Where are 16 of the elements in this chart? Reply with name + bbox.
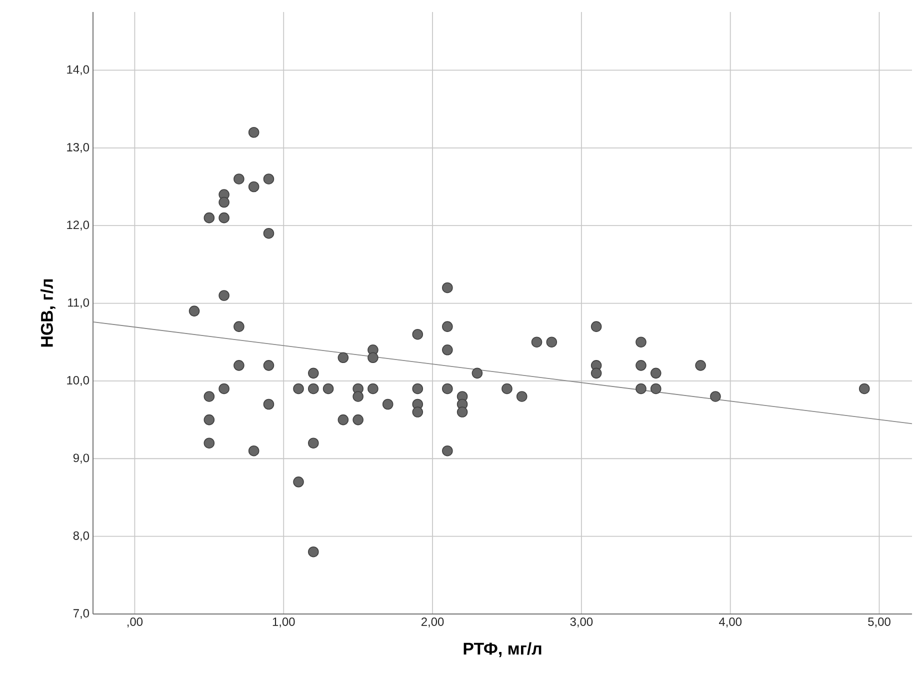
x-tick-label: ,00 bbox=[127, 618, 143, 628]
y-tick-label: 10,0 bbox=[67, 376, 90, 386]
x-tick-label: 5,00 bbox=[868, 618, 890, 628]
y-tick-label: 13,0 bbox=[67, 142, 90, 153]
x-tick-label: 4,00 bbox=[718, 618, 742, 628]
x-tick-label: 3,00 bbox=[570, 618, 593, 628]
y-tick-label: 12,0 bbox=[67, 220, 90, 231]
y-tick-label: 8,0 bbox=[73, 531, 90, 542]
x-tick-label: 1,00 bbox=[272, 618, 295, 628]
y-tick-label: 14,0 bbox=[67, 65, 90, 76]
y-tick-label: 11,0 bbox=[68, 298, 90, 308]
y-axis-title: HGB, г/л bbox=[40, 279, 56, 347]
x-tick-label: 2,00 bbox=[421, 618, 444, 628]
y-tick-label: 7,0 bbox=[73, 609, 90, 619]
y-tick-label: 9,0 bbox=[73, 454, 90, 464]
x-axis-title: РТФ, мг/л bbox=[464, 642, 542, 658]
